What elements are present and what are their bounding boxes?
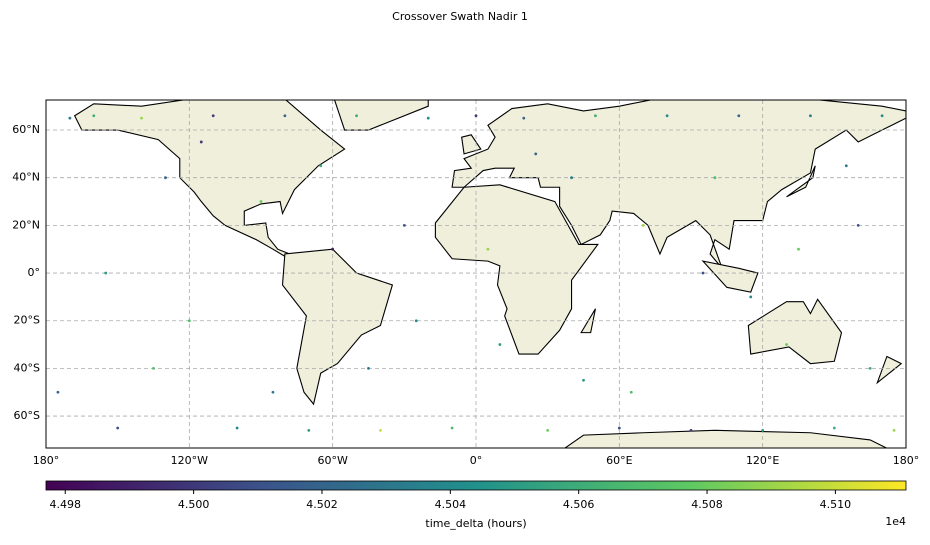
colorbar-tick-label: 4.498 (50, 498, 82, 511)
y-tick-label: 60°S (14, 409, 40, 422)
data-point (211, 114, 215, 118)
data-point (199, 140, 203, 144)
data-point (379, 428, 382, 432)
y-tick-label: 20°S (14, 314, 40, 327)
y-tick-label: 20°N (12, 218, 40, 231)
data-point (892, 428, 896, 432)
data-point (140, 116, 143, 120)
data-point (307, 428, 311, 432)
colorbar-offset: 1e4 (885, 515, 906, 528)
data-point (880, 114, 884, 118)
data-point (522, 116, 526, 120)
data-point (641, 223, 645, 227)
landmass (876, 355, 903, 385)
data-point (617, 426, 621, 430)
data-point (832, 426, 836, 430)
data-point (187, 319, 191, 323)
data-point (68, 116, 72, 120)
data-point (152, 366, 155, 370)
data-point (56, 390, 60, 394)
colorbar-label: time_delta (hours) (425, 517, 526, 530)
y-tick-label: 40°N (12, 171, 40, 184)
landmass (786, 165, 816, 198)
data-point (367, 366, 370, 370)
x-tick-label: 120°W (171, 454, 208, 467)
data-point (450, 426, 454, 430)
landmass (747, 298, 843, 365)
data-point (689, 428, 693, 432)
colorbar-tick-label: 4.506 (563, 498, 595, 511)
y-tick-label: 40°S (14, 361, 40, 374)
data-point (582, 378, 585, 382)
data-point (104, 271, 108, 275)
data-point (331, 247, 335, 251)
data-point (785, 343, 788, 346)
data-point (426, 116, 430, 120)
land (73, 100, 906, 448)
colorbar-tick-label: 4.504 (435, 498, 467, 511)
data-point (235, 426, 239, 430)
map-frame (45, 99, 907, 449)
data-point (92, 114, 96, 118)
data-point (271, 390, 275, 394)
data-point (402, 223, 406, 227)
points (56, 114, 896, 432)
x-tick-label: 120°E (746, 454, 779, 467)
colorbar-tick-label: 4.502 (306, 498, 338, 511)
data-point (809, 114, 812, 118)
data-point (856, 223, 860, 227)
y-tick-label: 60°N (12, 123, 40, 136)
landmass (73, 100, 346, 257)
data-point (498, 343, 502, 346)
data-point (534, 152, 538, 156)
landmass (564, 429, 888, 448)
colorbar-tick-label: 4.510 (820, 498, 852, 511)
data-point (797, 247, 800, 251)
y-tick-label: 0° (28, 266, 41, 279)
data-point (546, 428, 550, 432)
data-point (355, 114, 358, 118)
data-point (414, 319, 418, 323)
colorbar (45, 480, 907, 491)
colorbar-tick-label: 4.500 (178, 498, 210, 511)
data-point (164, 176, 167, 180)
data-point (319, 164, 323, 168)
chart-title: Crossover Swath Nadir 1 (392, 10, 528, 23)
x-tick-label: 180° (33, 454, 60, 467)
x-tick-label: 60°W (317, 454, 347, 467)
data-point (868, 366, 872, 370)
data-point (116, 426, 120, 430)
landmass (451, 100, 906, 269)
data-point (474, 114, 478, 118)
data-point (629, 390, 633, 394)
data-point (665, 114, 669, 118)
data-point (570, 176, 573, 180)
data-point (749, 295, 753, 299)
data-point (283, 114, 287, 118)
data-point (761, 428, 765, 432)
landmass (701, 260, 759, 293)
x-tick-label: 60°E (606, 454, 632, 467)
data-point (486, 247, 490, 251)
data-point (737, 114, 741, 118)
colorbar-tick-label: 4.508 (691, 498, 723, 511)
x-tick-label: 180° (893, 454, 920, 467)
data-point (713, 176, 717, 180)
data-point (594, 114, 597, 118)
x-tick-label: 0° (470, 454, 483, 467)
landmass (281, 248, 394, 406)
data-point (701, 271, 705, 275)
data-point (259, 200, 263, 203)
data-point (844, 164, 848, 168)
landmass (461, 134, 482, 155)
